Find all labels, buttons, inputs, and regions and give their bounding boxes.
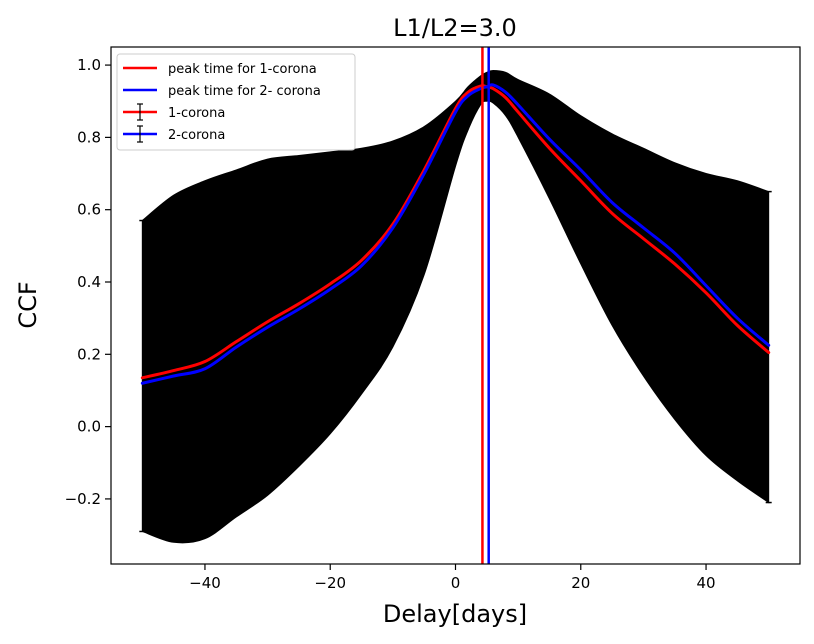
- x-axis-label: Delay[days]: [383, 600, 527, 628]
- x-tick-label: 0: [451, 574, 461, 592]
- y-axis-label: CCF: [14, 281, 42, 328]
- y-tick-label: 0.2: [77, 345, 101, 363]
- legend-swatch-series-2: [123, 125, 157, 143]
- legend-label-peak-1: peak time for 1-corona: [168, 62, 317, 77]
- error-band: [141, 69, 770, 544]
- x-tick-label: 20: [571, 574, 590, 592]
- y-axis-ticks: −0.2 0.0 0.2 0.4 0.6 0.8 1.0: [65, 56, 111, 508]
- plot-area: [139, 47, 772, 564]
- legend-swatch-series-1: [123, 103, 157, 121]
- legend-label-series-1: 1-corona: [168, 106, 225, 121]
- legend: peak time for 1-corona peak time for 2- …: [116, 53, 356, 151]
- series-line-2: [140, 83, 771, 385]
- legend-box: [116, 53, 356, 151]
- y-tick-label: 0.8: [77, 128, 101, 146]
- x-tick-label: −20: [314, 574, 346, 592]
- series-line-1: [140, 84, 771, 380]
- chart-title: L1/L2=3.0: [393, 14, 517, 42]
- x-tick-label: −40: [189, 574, 221, 592]
- y-tick-label: 0.0: [77, 418, 101, 436]
- x-axis-ticks: −40 −20 0 20 40: [189, 564, 716, 592]
- legend-label-series-2: 2-corona: [168, 128, 225, 143]
- y-tick-label: 0.6: [77, 201, 101, 219]
- legend-label-peak-2: peak time for 2- corona: [168, 84, 321, 99]
- y-tick-label: −0.2: [65, 490, 101, 508]
- y-tick-label: 0.4: [77, 273, 101, 291]
- x-tick-label: 40: [696, 574, 715, 592]
- y-tick-label: 1.0: [77, 56, 101, 74]
